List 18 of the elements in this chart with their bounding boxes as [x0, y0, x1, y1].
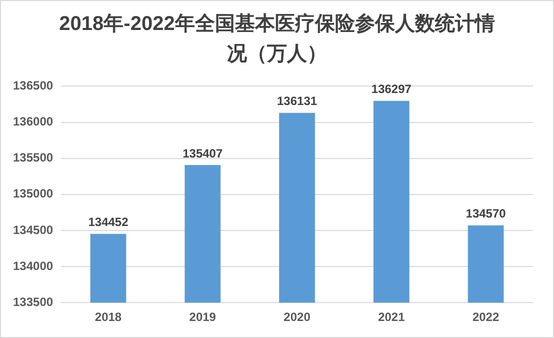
y-tick-label: 134500: [12, 222, 54, 237]
data-label: 135407: [182, 146, 223, 160]
x-tick-label: 2022: [472, 310, 500, 324]
x-tick-label: 2019: [189, 310, 216, 324]
data-label: 134570: [466, 206, 506, 221]
x-tick-label: 2021: [378, 310, 406, 324]
data-label: 136297: [371, 82, 412, 96]
y-tick-label: 134000: [12, 258, 54, 273]
data-label: 134452: [88, 215, 129, 230]
y-tick-label: 136500: [12, 78, 54, 93]
x-tick-label: 2020: [284, 310, 311, 324]
data-label: 136131: [277, 94, 318, 108]
chart-title: 2018年-2022年全国基本医疗保险参保人数统计情况（万人）: [58, 12, 496, 67]
y-tick-label: 135000: [12, 186, 54, 201]
y-tick-label: 133500: [12, 294, 54, 309]
y-tick-label: 135500: [12, 150, 54, 165]
x-tick-label: 2018: [94, 310, 122, 324]
y-tick-label: 136000: [12, 114, 54, 129]
